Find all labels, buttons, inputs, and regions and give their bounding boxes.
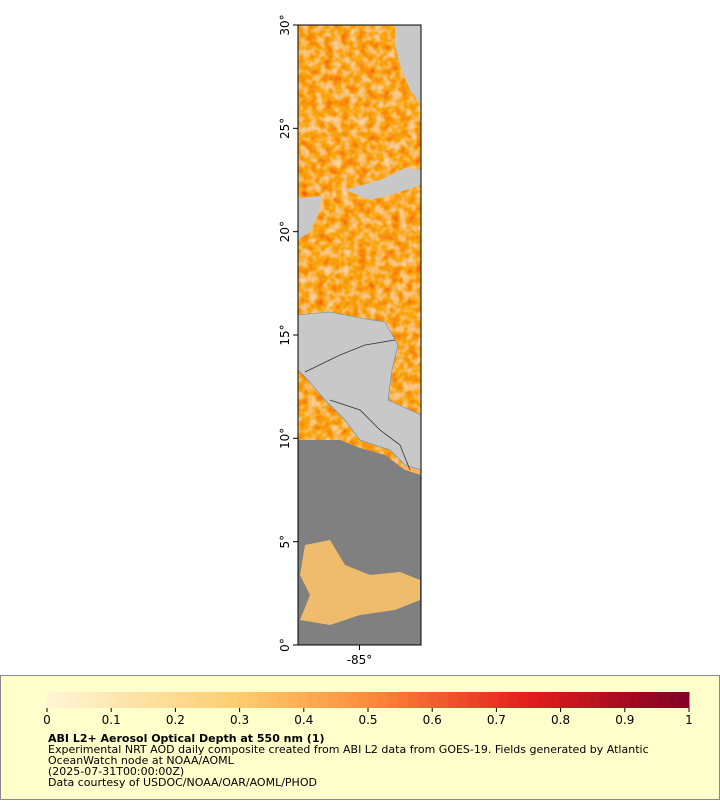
- map-area: [298, 25, 421, 645]
- colorbar-step: [267, 692, 279, 708]
- colorbar-step: [608, 692, 620, 708]
- legend-description: Data courtesy of USDOC/NOAA/OAR/AOML/PHO…: [48, 776, 317, 789]
- colorbar-step: [337, 692, 349, 708]
- colorbar-step: [428, 692, 439, 708]
- colorbar-step: [398, 692, 409, 708]
- land-yucatan: [298, 196, 322, 240]
- colorbar-step: [77, 692, 88, 708]
- colorbar-step: [227, 692, 239, 708]
- colorbar-step: [438, 692, 449, 708]
- y-tick-label: 0°: [278, 638, 292, 652]
- colorbar-step: [67, 692, 78, 708]
- colorbar-tick-label: 0.7: [487, 713, 506, 727]
- land-cuba: [345, 168, 421, 200]
- colorbar-step: [237, 692, 249, 708]
- land-florida: [395, 25, 421, 105]
- legend-description: (2025-07-31T00:00:00Z): [48, 765, 184, 778]
- y-tick-label: 20°: [278, 221, 292, 242]
- colorbar-step: [137, 692, 148, 708]
- colorbar-step: [307, 692, 319, 708]
- colorbar-tick-label: 0.4: [294, 713, 313, 727]
- y-tick-label: 25°: [278, 118, 292, 139]
- colorbar-tick-label: 0: [43, 713, 51, 727]
- colorbar-tick-label: 0.6: [423, 713, 442, 727]
- border-lines: [304, 339, 411, 471]
- colorbar-tick-label: 0.3: [230, 713, 249, 727]
- aerosol-patch: [300, 540, 420, 625]
- colorbar-step: [638, 692, 650, 708]
- colorbar-step: [628, 692, 640, 708]
- colorbar-step: [408, 692, 419, 708]
- colorbar-step: [347, 692, 359, 708]
- colorbar-step: [57, 692, 68, 708]
- colorbar-step: [648, 692, 660, 708]
- colorbar-step: [478, 692, 489, 708]
- colorbar-step: [418, 692, 429, 708]
- colorbar-step: [538, 692, 550, 708]
- y-tick-label: 15°: [278, 324, 292, 345]
- colorbar-step: [257, 692, 269, 708]
- colorbar-step: [488, 692, 499, 708]
- colorbar-step: [368, 692, 379, 708]
- colorbar-step: [127, 692, 138, 708]
- land-central-america: [298, 311, 421, 471]
- colorbar-step: [578, 692, 590, 708]
- legend-title: ABI L2+ Aerosol Optical Depth at 550 nm …: [48, 732, 325, 745]
- colorbar-step: [247, 692, 259, 708]
- colorbar-step: [147, 692, 158, 708]
- legend-description: Experimental NRT AOD daily composite cre…: [48, 743, 649, 756]
- colorbar-step: [548, 692, 560, 708]
- colorbar-tick-label: 0.1: [102, 713, 121, 727]
- colorbar-step: [508, 692, 519, 708]
- colorbar-step: [297, 692, 309, 708]
- colorbar-step: [668, 692, 680, 708]
- legend-description: OceanWatch node at NOAA/AOML: [48, 754, 235, 767]
- x-tick-label: -85°: [347, 653, 373, 667]
- colorbar-step: [317, 692, 329, 708]
- colorbar-tick-label: 0.9: [615, 713, 634, 727]
- colorbar-step: [468, 692, 479, 708]
- colorbar-step: [277, 692, 289, 708]
- y-tick-label: 30°: [278, 14, 292, 35]
- colorbar-step: [197, 692, 208, 708]
- colorbar-step: [167, 692, 178, 708]
- colorbar-step: [658, 692, 670, 708]
- colorbar-step: [157, 692, 168, 708]
- y-tick-label: 5°: [278, 535, 292, 549]
- colorbar-step: [678, 692, 690, 708]
- colorbar-step: [518, 692, 529, 708]
- colorbar-step: [568, 692, 580, 708]
- colorbar-tick-label: 0.5: [358, 713, 377, 727]
- colorbar-step: [97, 692, 108, 708]
- colorbar-step: [217, 692, 229, 708]
- colorbar-step: [598, 692, 610, 708]
- colorbar-step: [448, 692, 459, 708]
- colorbar-tick-label: 0.8: [551, 713, 570, 727]
- colorbar-step: [87, 692, 98, 708]
- colorbar-step: [117, 692, 128, 708]
- colorbar-step: [187, 692, 198, 708]
- colorbar-step: [357, 692, 369, 708]
- colorbar-step: [388, 692, 399, 708]
- colorbar-step: [47, 692, 58, 708]
- colorbar-step: [107, 692, 118, 708]
- colorbar-step: [327, 692, 339, 708]
- colorbar-step: [558, 692, 570, 708]
- colorbar-step: [528, 692, 540, 708]
- colorbar-tick-label: 1: [685, 713, 693, 727]
- y-tick-label: 10°: [278, 428, 292, 449]
- colorbar-step: [588, 692, 600, 708]
- colorbar-step: [378, 692, 389, 708]
- colorbar-step: [177, 692, 188, 708]
- colorbar-step: [618, 692, 630, 708]
- colorbar-step: [287, 692, 299, 708]
- colorbar-step: [207, 692, 219, 708]
- colorbar-step: [458, 692, 469, 708]
- colorbar-step: [498, 692, 509, 708]
- colorbar-tick-label: 0.2: [166, 713, 185, 727]
